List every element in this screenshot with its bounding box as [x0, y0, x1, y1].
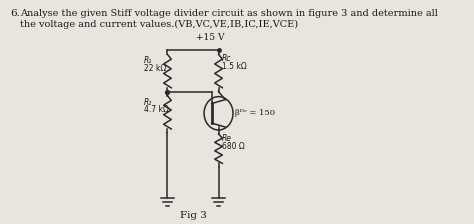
Text: Rc: Rc [222, 54, 231, 63]
Text: 1.5 kΩ: 1.5 kΩ [222, 62, 246, 71]
Text: R₁: R₁ [144, 56, 152, 65]
Text: R₂: R₂ [144, 98, 152, 107]
Text: +15 V: +15 V [196, 33, 224, 42]
Text: 6.: 6. [10, 9, 20, 18]
Text: Analyse the given Stiff voltage divider circuit as shown in figure 3 and determi: Analyse the given Stiff voltage divider … [20, 9, 438, 18]
Text: the voltage and current values.(VB,VC,VE,IB,IC,IE,VCE): the voltage and current values.(VB,VC,VE… [20, 20, 298, 29]
Text: βᴰᶜ = 150: βᴰᶜ = 150 [235, 109, 275, 117]
Text: Fig 3: Fig 3 [180, 211, 207, 220]
Text: Re: Re [222, 134, 232, 143]
Text: 4.7 kΩ: 4.7 kΩ [144, 106, 168, 114]
Text: 680 Ω: 680 Ω [222, 142, 245, 151]
Text: 22 kΩ: 22 kΩ [144, 64, 166, 73]
